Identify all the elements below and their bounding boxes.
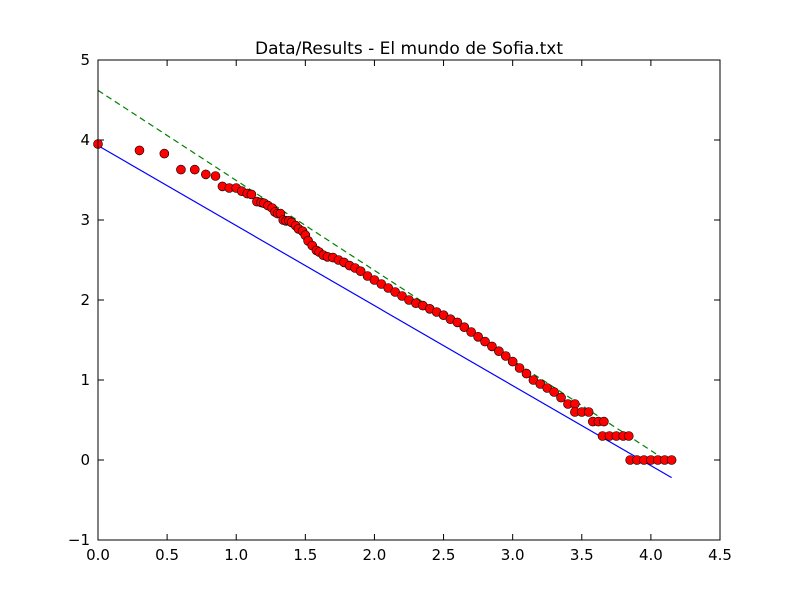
point (556, 392, 566, 403)
point (473, 331, 483, 342)
point (623, 431, 634, 441)
fit-line (97, 145, 672, 479)
y-tick-label: −1 (68, 531, 90, 549)
x-tick-label: 1.0 (224, 546, 248, 564)
x-tick-label: 0.5 (155, 546, 179, 564)
point (480, 336, 490, 347)
point (201, 169, 211, 180)
point (570, 399, 580, 409)
y-tick-label: 5 (80, 51, 90, 69)
point (666, 455, 677, 465)
plot-frame (97, 59, 721, 541)
point (176, 164, 186, 175)
x-tick-label: 1.5 (293, 546, 317, 564)
point (507, 356, 518, 367)
x-tick-label: 2.5 (432, 546, 456, 564)
point (466, 327, 477, 337)
point (459, 322, 470, 333)
point (549, 387, 559, 397)
point (210, 171, 221, 181)
point (599, 416, 609, 427)
point (246, 189, 257, 200)
y-tick-label: 4 (80, 131, 90, 149)
point (500, 351, 511, 361)
point (355, 266, 366, 277)
point (159, 148, 170, 159)
x-tick-label: 2.0 (363, 546, 387, 564)
point (189, 164, 200, 175)
x-tick-label: 4.5 (708, 546, 732, 564)
x-tick-label: 3.0 (501, 546, 525, 564)
y-tick-label: 0 (80, 451, 90, 469)
point (134, 145, 145, 156)
point (452, 317, 463, 328)
chart-title: Data/Results - El mundo de Sofia.txt (255, 39, 563, 59)
point (521, 368, 532, 379)
point (487, 341, 497, 352)
x-tick-label: 3.5 (570, 546, 594, 564)
point (514, 363, 525, 373)
x-tick-label: 4.0 (639, 546, 663, 564)
x-tick-label: 0.0 (86, 546, 110, 564)
point (494, 346, 504, 357)
y-tick-label: 2 (80, 291, 90, 309)
y-tick-label: 3 (80, 211, 90, 229)
point (583, 407, 594, 417)
y-tick-label: 1 (80, 371, 90, 389)
